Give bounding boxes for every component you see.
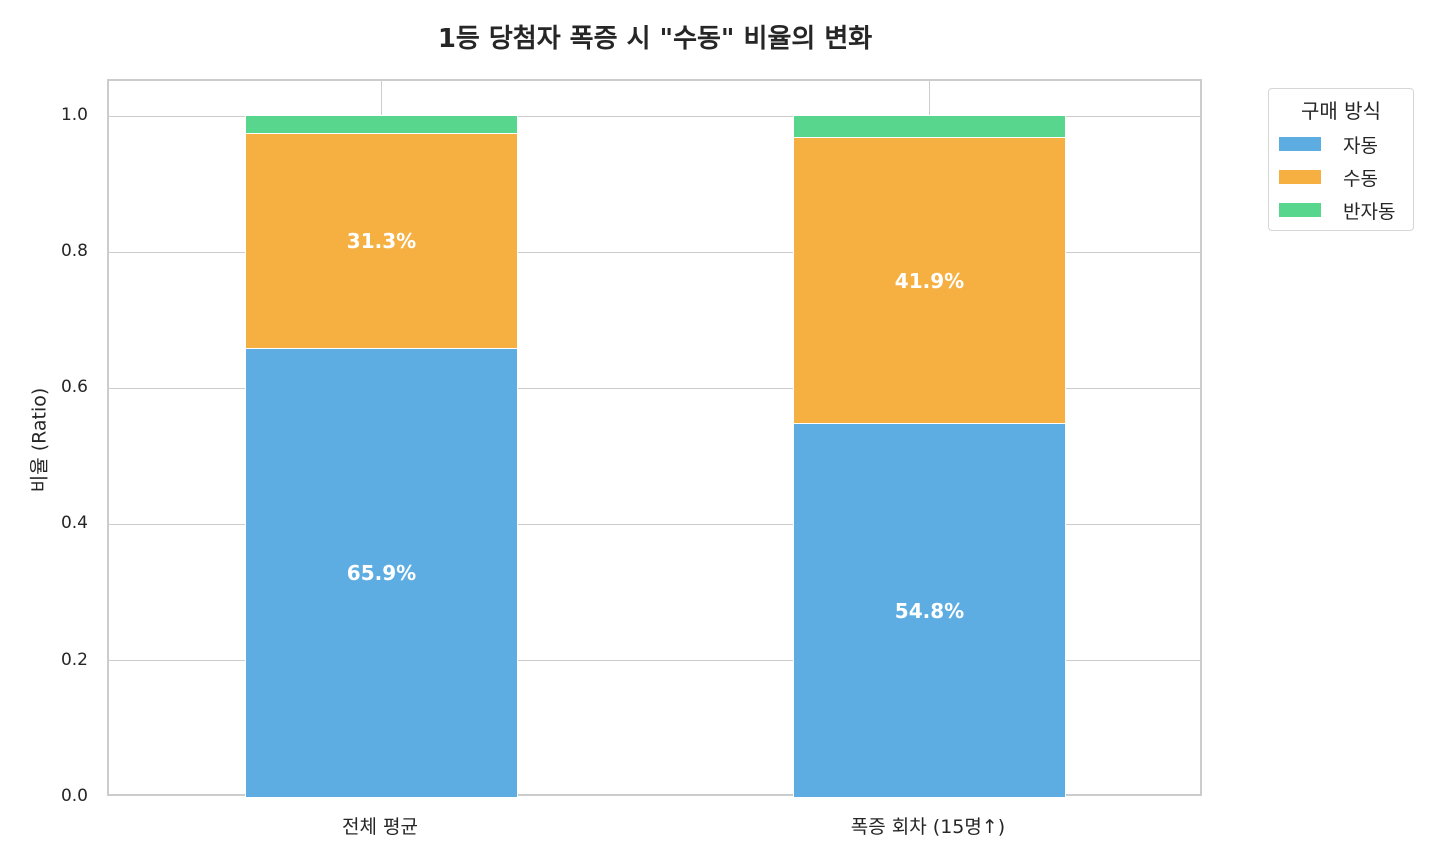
legend-item-auto: 자동 bbox=[1279, 131, 1378, 157]
legend-label: 수동 bbox=[1343, 167, 1378, 190]
legend-label: 반자동 bbox=[1343, 200, 1396, 223]
chart-title: 1등 당첨자 폭증 시 "수동" 비율의 변화 bbox=[437, 24, 873, 54]
bar-segment-semi-auto bbox=[245, 115, 518, 134]
gridline-0.6 bbox=[109, 388, 1200, 389]
y-tick-0: 0.0 bbox=[60, 786, 88, 806]
legend-title: 구매 방식 bbox=[1301, 99, 1381, 123]
plot-area: 65.9% 31.3% 54.8% 41.9% bbox=[107, 79, 1202, 798]
bar-segment-manual: 31.3% bbox=[245, 133, 518, 349]
legend-swatch-icon bbox=[1279, 170, 1321, 184]
y-tick-0.6: 0.6 bbox=[60, 377, 88, 397]
bar-label-auto: 54.8% bbox=[894, 598, 965, 623]
legend-item-manual: 수동 bbox=[1279, 164, 1378, 190]
bar-segment-semi-auto bbox=[793, 115, 1066, 138]
legend-label: 자동 bbox=[1343, 134, 1378, 157]
y-tick-0.4: 0.4 bbox=[60, 513, 88, 533]
gridline-0.8 bbox=[109, 252, 1200, 253]
y-axis-label: 비율 (Ratio) bbox=[28, 387, 51, 493]
bar-label-auto: 65.9% bbox=[346, 561, 417, 585]
legend: 구매 방식 자동 수동 반자동 bbox=[1268, 88, 1414, 231]
legend-item-semi-auto: 반자동 bbox=[1279, 197, 1395, 223]
y-tick-0.8: 0.8 bbox=[60, 241, 88, 261]
bar-label-manual: 31.3% bbox=[346, 229, 417, 253]
gridline-0.2 bbox=[109, 660, 1200, 661]
gridline-1.0 bbox=[109, 116, 1200, 117]
bar-segment-manual: 41.9% bbox=[793, 137, 1066, 424]
bar-label-manual: 41.9% bbox=[894, 268, 965, 293]
bar-segment-auto: 65.9% bbox=[245, 348, 518, 798]
legend-swatch-icon bbox=[1279, 203, 1321, 217]
y-tick-0.2: 0.2 bbox=[60, 650, 88, 670]
x-tick-overall-average: 전체 평균 bbox=[342, 816, 418, 838]
x-tick-surge-rounds: 폭증 회차 (15명↑) bbox=[850, 816, 1006, 838]
bar-segment-auto: 54.8% bbox=[793, 423, 1066, 798]
gridline-0.4 bbox=[109, 524, 1200, 525]
y-tick-1.0: 1.0 bbox=[60, 105, 88, 125]
legend-swatch-icon bbox=[1279, 137, 1321, 151]
